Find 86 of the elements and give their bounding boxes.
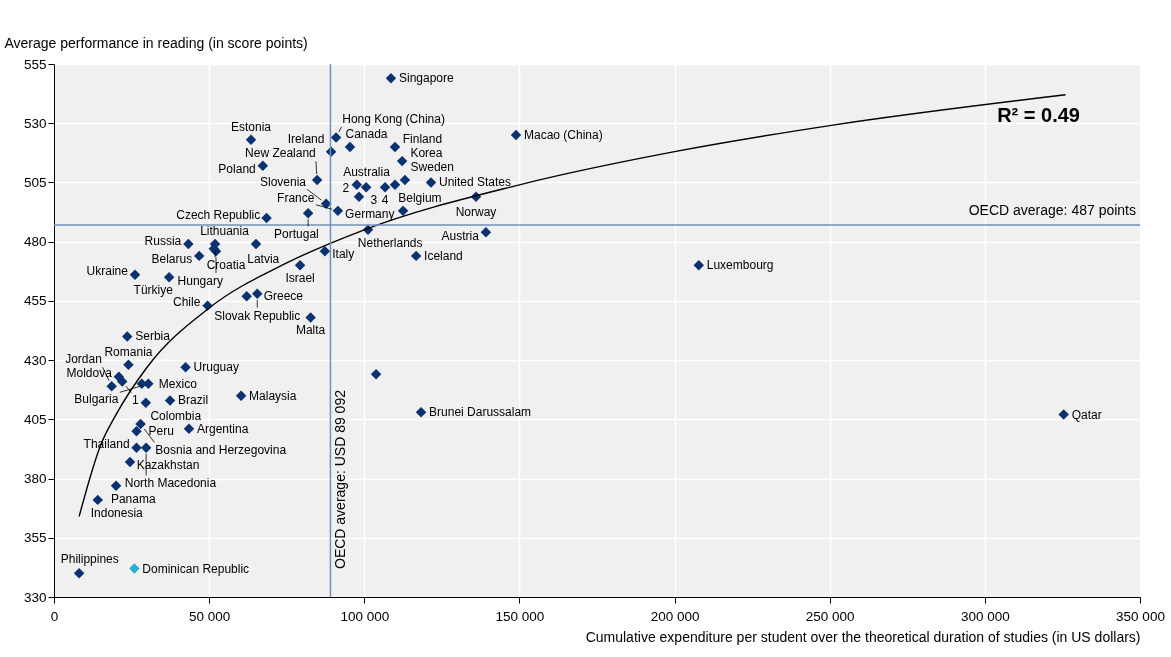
annotation: Colombia bbox=[150, 408, 202, 423]
annotation: Qatar bbox=[1071, 407, 1102, 422]
annotation: Malaysia bbox=[249, 388, 297, 403]
annotation: Lithuania bbox=[200, 224, 250, 239]
annotation: Argentina bbox=[196, 421, 249, 436]
annotation: Uruguay bbox=[193, 360, 239, 375]
y-tick-label: 455 bbox=[23, 293, 47, 309]
annotation: 4 bbox=[381, 193, 389, 208]
x-tick-label: 0 bbox=[50, 608, 59, 624]
x-axis-title: Cumulative expenditure per student over the theoretical duration of studies (in US dollars) bbox=[585, 629, 1141, 645]
annotation: Peru bbox=[148, 424, 174, 439]
annotation: Bulgaria bbox=[74, 392, 119, 407]
x-tick-label: 200 000 bbox=[650, 608, 700, 624]
annotation: Germany bbox=[345, 207, 395, 222]
annotation: Malta bbox=[295, 323, 326, 338]
annotation: 2 bbox=[342, 181, 350, 196]
annotation: Serbia bbox=[135, 329, 171, 344]
annotation: Sweden bbox=[410, 160, 454, 175]
annotation: 3 bbox=[370, 193, 378, 208]
annotation: Ireland bbox=[287, 131, 325, 146]
annotation: Norway bbox=[455, 204, 497, 219]
y-tick-label: 430 bbox=[23, 352, 47, 368]
y-tick-label: 480 bbox=[23, 234, 47, 250]
annotation: Portugal bbox=[274, 227, 319, 242]
annotation: United States bbox=[439, 175, 512, 190]
annotation: Iceland bbox=[424, 248, 463, 263]
annotation: Slovak Republic bbox=[214, 308, 301, 323]
x-tick-label: 150 000 bbox=[495, 608, 545, 624]
annotation: Hungary bbox=[177, 273, 223, 288]
annotation: Jordan bbox=[65, 352, 102, 367]
annotation: Luxembourg bbox=[706, 258, 774, 273]
annotation: Latvia bbox=[247, 251, 280, 266]
x-tick-label: 100 000 bbox=[340, 608, 390, 624]
annotation: Finland bbox=[402, 132, 443, 147]
annotation: R² = 0.49 bbox=[997, 104, 1080, 126]
x-tick-label: 250 000 bbox=[805, 608, 855, 624]
y-axis-title: Average performance in reading (in score points) bbox=[4, 34, 308, 51]
y-tick-label: 355 bbox=[23, 530, 47, 546]
annotation: Italy bbox=[332, 247, 355, 262]
x-tick-label: 300 000 bbox=[960, 608, 1010, 624]
y-tick-label: 555 bbox=[23, 56, 47, 72]
annotation: Hong Kong (China) bbox=[342, 111, 445, 126]
annotation: Moldova bbox=[66, 366, 113, 381]
annotation: Ukraine bbox=[86, 264, 129, 279]
y-tick-label: 330 bbox=[23, 589, 47, 605]
annotation: Australia bbox=[343, 164, 391, 179]
annotation: Greece bbox=[263, 289, 304, 304]
annotation: Brazil bbox=[178, 393, 209, 408]
annotation: North Macedonia bbox=[124, 476, 217, 491]
annotation: Chile bbox=[172, 295, 201, 310]
annotation: Poland bbox=[218, 162, 256, 177]
annotation: Israel bbox=[285, 271, 315, 286]
annotation: Philippines bbox=[60, 551, 119, 566]
annotation: Singapore bbox=[398, 71, 455, 86]
annotation: Kazakhstan bbox=[136, 458, 200, 473]
annotation: France bbox=[277, 190, 315, 205]
annotation: Russia bbox=[144, 233, 182, 248]
annotation: Brunei Darussalam bbox=[429, 405, 532, 420]
annotation: Slovenia bbox=[259, 174, 307, 189]
x-tick-label: 50 000 bbox=[188, 608, 231, 624]
annotation: Canada bbox=[345, 126, 388, 141]
annotation: Türkiye bbox=[133, 283, 174, 298]
y-tick-label: 505 bbox=[23, 174, 47, 190]
annotation: Mexico bbox=[158, 376, 198, 391]
annotation: Netherlands bbox=[357, 236, 423, 251]
annotation: Macao (China) bbox=[524, 128, 603, 143]
annotation: Czech Republic bbox=[176, 207, 261, 222]
y-tick-label: 380 bbox=[23, 471, 47, 487]
annotation: Estonia bbox=[231, 119, 272, 134]
annotation: Dominican Republic bbox=[142, 561, 250, 576]
annotation: Austria bbox=[441, 228, 480, 243]
ref-line-label: OECD average: USD 89 092 bbox=[332, 389, 349, 569]
ref-line-label: OECD average: 487 points bbox=[968, 202, 1136, 219]
annotation: New Zealand bbox=[245, 146, 316, 161]
annotation: Romania bbox=[104, 344, 153, 359]
annotation: 1 bbox=[132, 393, 140, 408]
y-tick-label: 405 bbox=[23, 411, 47, 427]
annotation: Belgium bbox=[398, 190, 442, 205]
annotation: Croatia bbox=[206, 258, 246, 273]
annotation: Bosnia and Herzegovina bbox=[155, 443, 287, 458]
y-tick-label: 530 bbox=[23, 115, 47, 131]
annotation: Belarus bbox=[151, 252, 193, 267]
annotation: Panama bbox=[110, 491, 156, 506]
annotation: Korea bbox=[410, 146, 443, 161]
x-tick-label: 350 000 bbox=[1116, 608, 1165, 624]
annotation: Indonesia bbox=[90, 506, 144, 521]
